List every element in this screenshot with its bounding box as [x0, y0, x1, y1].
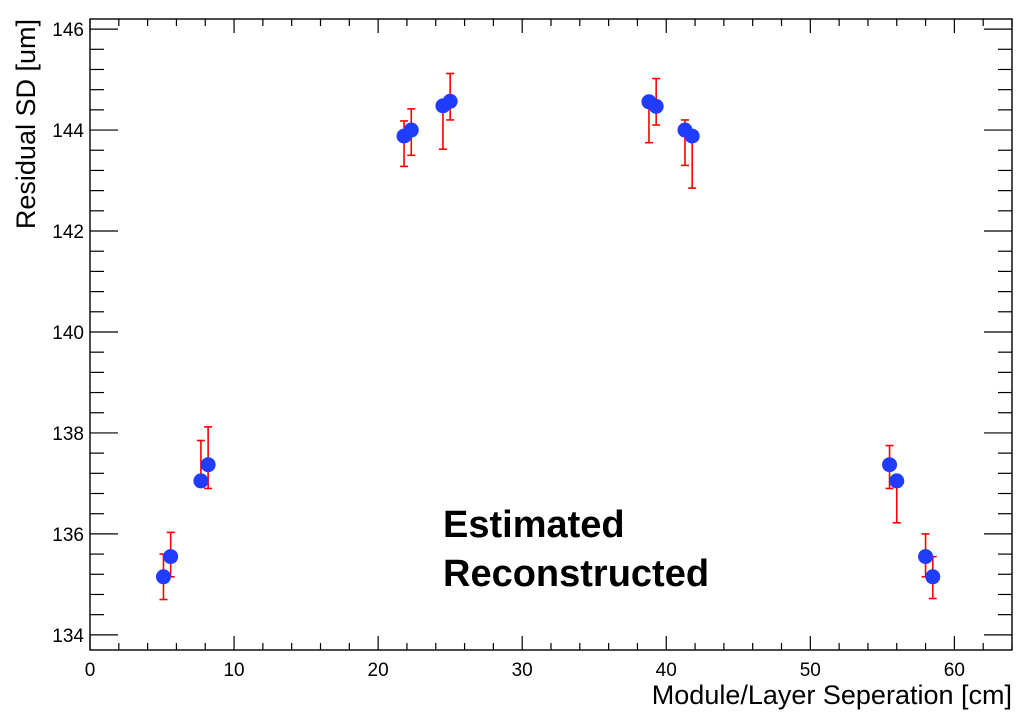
data-point [918, 549, 934, 565]
data-point [882, 457, 898, 473]
y-axis-ticks [90, 28, 1012, 636]
x-tick-label: 20 [368, 660, 389, 681]
x-tick-label: 50 [800, 660, 821, 681]
data-point [163, 549, 179, 565]
x-axis-title: Module/Layer Seperation [cm] [652, 680, 1012, 710]
data-point [684, 128, 700, 144]
y-tick-label: 142 [52, 222, 84, 243]
x-tick-label: 0 [85, 660, 96, 681]
y-tick-label: 140 [52, 323, 84, 344]
data-point [193, 473, 209, 489]
y-tick-label: 134 [52, 626, 84, 647]
legend-reconstructed: Reconstructed [443, 553, 709, 595]
estimated-points [155, 93, 941, 585]
data-point [889, 473, 905, 489]
x-axis-tick-labels: 0 10 20 30 40 50 60 [85, 660, 965, 681]
y-axis-tick-labels: 134 136 138 140 142 144 146 [52, 20, 84, 647]
data-point [200, 457, 216, 473]
data-point [925, 569, 941, 585]
x-tick-label: 60 [944, 660, 965, 681]
y-tick-label: 138 [52, 424, 84, 445]
data-point [648, 98, 664, 114]
legend-estimated: Estimated [443, 504, 625, 546]
y-tick-label: 146 [52, 20, 84, 41]
y-tick-label: 136 [52, 525, 84, 546]
x-tick-label: 10 [223, 660, 244, 681]
x-axis-ticks [89, 19, 1013, 650]
y-axis-title: Residual SD [um] [11, 19, 41, 229]
x-tick-label: 30 [512, 660, 533, 681]
data-point [155, 569, 171, 585]
data-point [403, 122, 419, 138]
y-tick-label: 144 [52, 121, 84, 142]
data-point [442, 93, 458, 109]
x-tick-label: 40 [656, 660, 677, 681]
